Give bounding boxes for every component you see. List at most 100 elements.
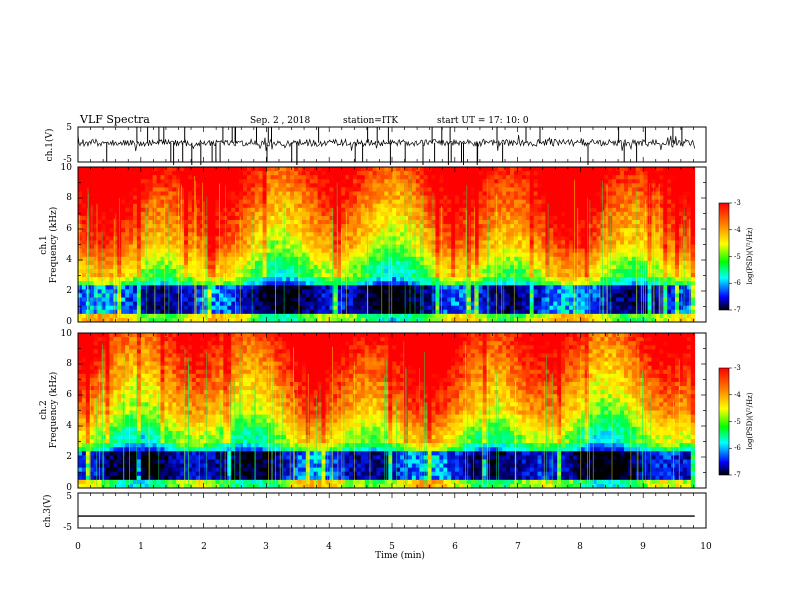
spectrogram-cell <box>144 244 150 249</box>
spectrogram-cell <box>97 252 102 258</box>
spectrogram-cell <box>462 277 468 282</box>
spectrogram-cell <box>502 179 507 184</box>
spectrogram-cell <box>455 236 460 241</box>
spectrogram-cell <box>266 289 271 294</box>
spectrogram-cell <box>211 313 216 319</box>
spectrogram-cell <box>466 191 472 196</box>
spectrogram-cell <box>286 220 291 225</box>
spectrogram-cell <box>498 313 503 319</box>
spectrogram-cell <box>345 297 350 303</box>
spectrogram-cell <box>443 211 448 217</box>
spectrogram-cell <box>152 167 157 172</box>
spectrogram-cell <box>140 224 146 229</box>
spectrogram-cell <box>533 285 538 290</box>
spectrogram-cell <box>219 273 224 278</box>
spectrogram-cell <box>447 305 452 311</box>
spectrogram-cell <box>93 244 99 249</box>
spectrogram-cell <box>105 281 110 286</box>
spectrogram-cell <box>502 305 507 311</box>
spectrogram-cell <box>286 203 291 209</box>
spectrogram-cell <box>490 268 495 274</box>
spectrogram-cell <box>235 203 240 209</box>
spectrogram-cell <box>360 281 366 286</box>
spectrogram-cell <box>317 203 322 209</box>
spectrogram-cell <box>447 240 452 245</box>
spectrogram-cell <box>195 167 201 172</box>
spectrogram-cell <box>537 183 542 188</box>
spectrogram-cell <box>431 232 436 237</box>
spectrogram-cell <box>541 179 546 184</box>
spectrogram-cell <box>262 297 267 303</box>
spectrogram-cell <box>81 252 87 258</box>
spectrogram-cell <box>278 260 283 266</box>
spectrogram-cell <box>168 317 173 323</box>
spectrogram-cell <box>360 273 366 278</box>
spectrogram-cell <box>144 264 150 270</box>
spectrogram-cell <box>211 232 216 237</box>
spectrogram-cell <box>549 183 554 188</box>
spectrogram-cell <box>156 305 161 311</box>
spectrogram-cell <box>125 293 130 298</box>
spectrogram-cell <box>533 195 538 201</box>
spectrogram-cell <box>207 313 212 319</box>
spectrogram-cell <box>184 256 189 262</box>
spectrogram-cell <box>148 199 154 205</box>
spectrogram-cell <box>309 297 315 303</box>
spectrogram-cell <box>498 175 503 180</box>
spectrogram-cell <box>517 256 523 262</box>
spectrogram-cell <box>466 203 472 209</box>
spectrogram-cell <box>231 313 236 319</box>
spectrogram-cell <box>246 301 252 307</box>
spectrogram-cell <box>561 268 566 274</box>
spectrogram-cell <box>317 317 322 323</box>
spectrogram-cell <box>219 260 224 266</box>
spectrogram-cell <box>514 293 519 298</box>
spectrogram-cell <box>333 232 338 237</box>
spectrogram-cell <box>180 220 185 225</box>
spectrogram-cell <box>419 203 425 209</box>
spectrogram-cell <box>144 256 150 262</box>
spectrogram-cell <box>411 301 417 307</box>
spectrogram-cell <box>525 203 531 209</box>
spectrogram-cell <box>517 224 523 229</box>
spectrogram-cell <box>356 167 362 172</box>
spectrogram-cell <box>211 301 216 307</box>
spectrogram-cell <box>498 195 503 201</box>
spectrogram-cell <box>180 224 185 229</box>
spectrogram-cell <box>144 199 150 205</box>
spectrogram-cell <box>211 220 216 225</box>
spectrogram-cell <box>360 171 366 176</box>
spectrogram-cell <box>187 277 193 282</box>
spectrogram-cell <box>132 264 138 270</box>
spectrogram-cell <box>117 171 122 176</box>
spectrogram-cell <box>321 317 326 323</box>
spectrogram-cell <box>227 289 232 294</box>
spectrogram-cell <box>372 236 377 241</box>
spectrogram-cell <box>510 289 515 294</box>
spectrogram-cell <box>317 211 322 217</box>
spectrogram-cell <box>474 305 480 311</box>
spectrogram-cell <box>144 207 150 213</box>
spectrogram-cell <box>231 244 236 249</box>
spectrogram-cell <box>184 171 189 176</box>
spectrogram-cell <box>93 293 99 298</box>
spectrogram-cell <box>301 285 307 290</box>
spectrogram-cell <box>246 207 252 213</box>
spectrogram-cell <box>529 228 535 233</box>
spectrogram-cell <box>227 215 232 221</box>
spectrogram-cell <box>466 187 472 192</box>
spectrogram-cell <box>549 273 554 278</box>
spectrogram-cell <box>242 248 248 254</box>
spectrogram-cell <box>337 309 342 315</box>
spectrogram-cell <box>258 252 264 258</box>
spectrogram-cell <box>525 195 531 201</box>
spectrogram-cell <box>164 248 169 254</box>
spectrogram-cell <box>254 264 260 270</box>
spectrogram-cell <box>474 273 480 278</box>
spectrogram-cell <box>525 248 531 254</box>
spectrogram-cell <box>352 244 358 249</box>
spectrogram-cell <box>419 175 425 180</box>
spectrogram-cell <box>490 305 495 311</box>
spectrogram-cell <box>517 252 523 258</box>
spectrogram-cell <box>184 268 189 274</box>
